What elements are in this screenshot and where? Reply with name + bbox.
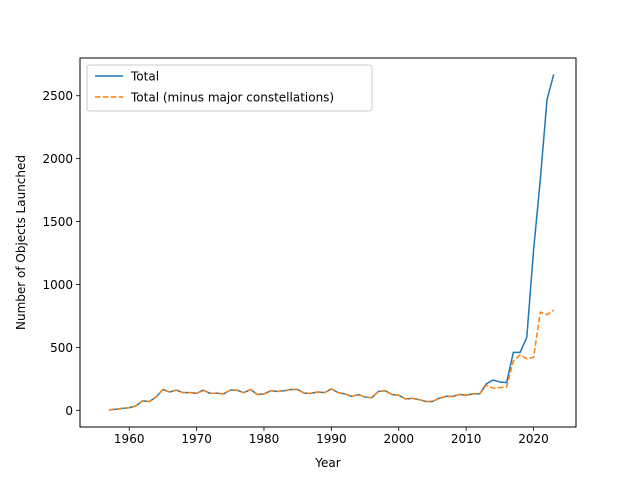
y-axis-label: Number of Objects Launched: [14, 155, 28, 330]
x-axis-label: Year: [314, 456, 340, 470]
x-tick-label: 2010: [451, 432, 482, 446]
y-tick-label: 0: [65, 404, 73, 418]
y-tick-label: 1500: [42, 215, 73, 229]
x-tick-label: 1990: [316, 432, 347, 446]
x-tick-label: 2020: [518, 432, 549, 446]
y-tick-label: 2000: [42, 152, 73, 166]
legend: Total Total (minus major constellations): [86, 64, 373, 112]
x-tick-label: 2000: [383, 432, 414, 446]
legend-label-minus-constellations: Total (minus major constellations): [130, 91, 334, 105]
y-tick-label: 2500: [42, 89, 73, 103]
x-tick-label: 1960: [114, 432, 145, 446]
x-tick-label: 1970: [181, 432, 212, 446]
series-layer: [108, 74, 555, 411]
axes-frame: [79, 57, 577, 428]
legend-label-total: Total: [130, 70, 159, 84]
x-tick-label: 1980: [249, 432, 280, 446]
series-line-minus-constellations: [108, 309, 555, 411]
y-tick-label: 500: [50, 341, 73, 355]
y-tick-label: 1000: [42, 278, 73, 292]
tick-layer: 1960 1970 1980 1990 2000 2010 2020 0 500 1000 1500…: [42, 89, 548, 446]
legend-box: [86, 64, 373, 112]
